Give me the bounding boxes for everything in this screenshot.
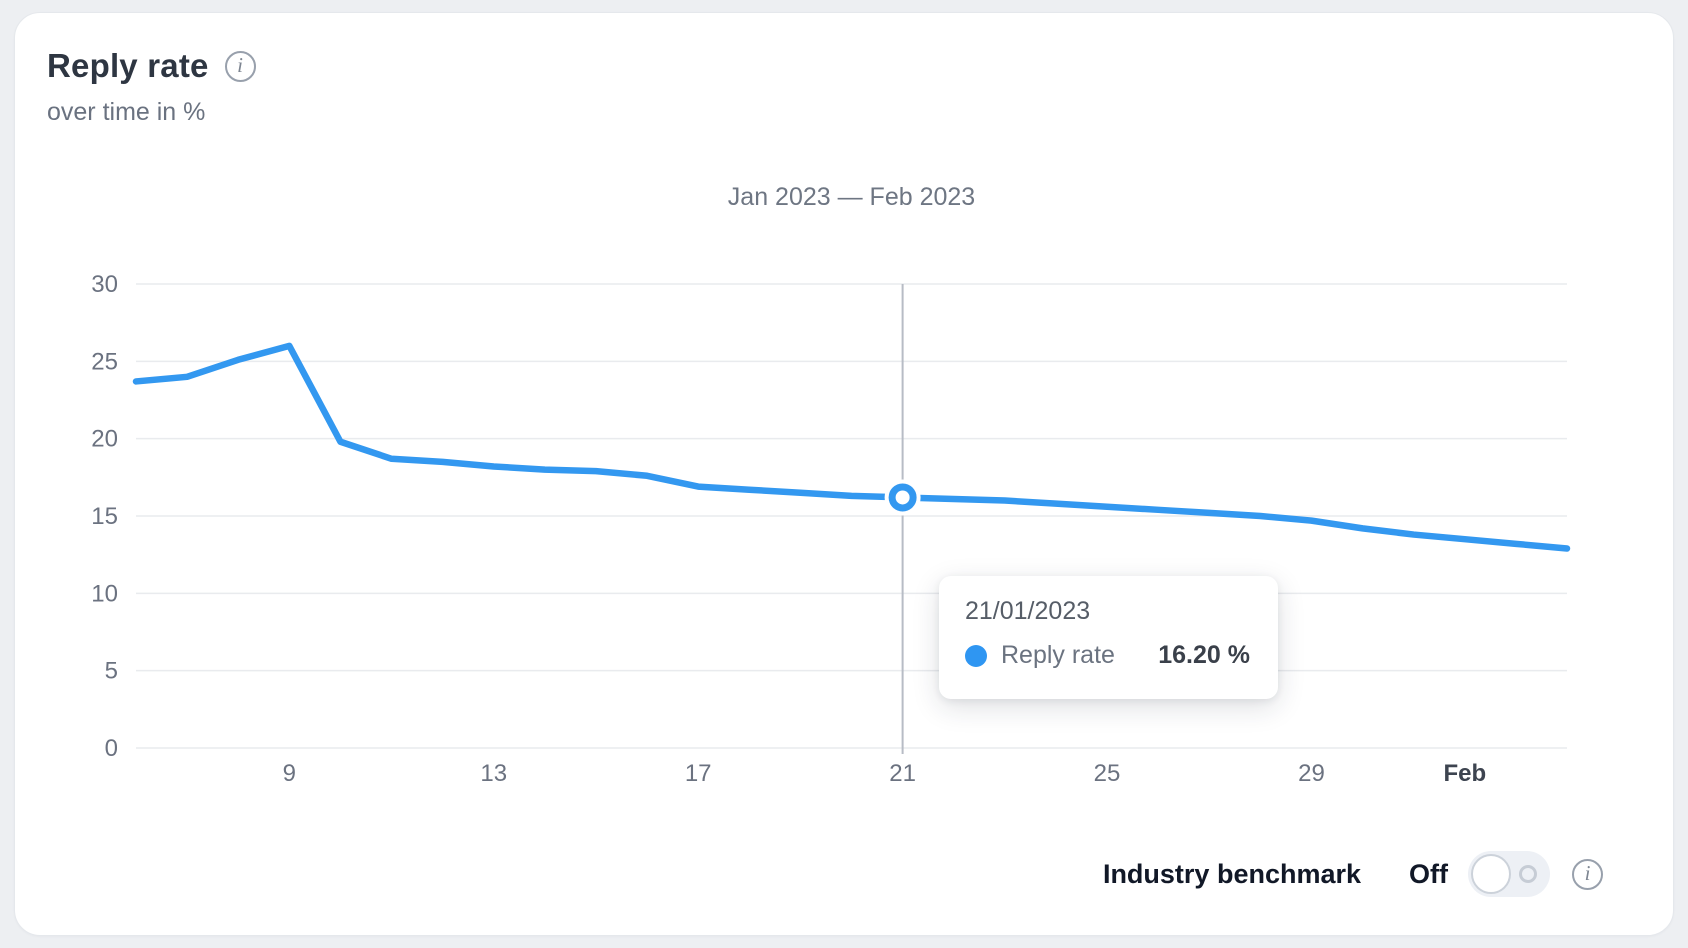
y-tick-label: 10 — [91, 580, 118, 607]
x-tick-label: 21 — [889, 760, 916, 787]
chart-tooltip: 21/01/2023 Reply rate 16.20 % — [939, 576, 1278, 699]
active-point-center — [895, 490, 910, 505]
reply-rate-card: 0 5 10 15 20 25 30 9 13 17 21 25 29 Feb Reply rate i … — [14, 12, 1674, 936]
industry-benchmark-toggle[interactable] — [1468, 851, 1550, 897]
series-line — [132, 342, 1571, 552]
toggle-knob-icon[interactable] — [1471, 854, 1511, 894]
y-tick-label: 20 — [91, 426, 118, 453]
y-tick-label: 30 — [91, 271, 118, 298]
benchmark-info-icon[interactable]: i — [1572, 858, 1603, 890]
tooltip-value: 16.20 % — [1158, 641, 1250, 669]
y-tick-label: 5 — [105, 658, 118, 685]
tooltip-series-label: Reply rate — [1001, 641, 1115, 669]
reply-rate-chart[interactable]: 0 5 10 15 20 25 30 9 13 17 21 25 29 Feb — [15, 13, 1675, 937]
card-header: Reply rate i over time in % — [47, 47, 256, 127]
x-tick-label: 25 — [1094, 760, 1121, 787]
x-tick-label: 9 — [283, 760, 296, 787]
card-subtitle: over time in % — [47, 98, 206, 126]
y-tick-label: 25 — [91, 348, 118, 375]
title-info-icon[interactable]: i — [224, 50, 256, 82]
x-tick-label: 17 — [685, 760, 712, 787]
x-tick-label: 13 — [480, 760, 507, 787]
y-tick-label: 0 — [105, 735, 118, 762]
series-dot-icon — [965, 644, 987, 667]
x-tick-label: Feb — [1443, 760, 1486, 787]
y-tick-label: 15 — [91, 503, 118, 530]
industry-benchmark-row: Industry benchmark Off i — [1103, 849, 1603, 899]
chart-date-range: Jan 2023 — Feb 2023 — [727, 183, 976, 211]
benchmark-label: Industry benchmark — [1102, 858, 1362, 889]
benchmark-state: Off — [1409, 858, 1448, 889]
page-title: Reply rate — [47, 47, 209, 84]
tooltip-series-row: Reply rate 16.20 % — [965, 641, 1254, 670]
x-tick-label: 29 — [1298, 760, 1325, 787]
tooltip-date: 21/01/2023 — [965, 597, 1091, 625]
toggle-off-ring-icon — [1519, 865, 1537, 883]
